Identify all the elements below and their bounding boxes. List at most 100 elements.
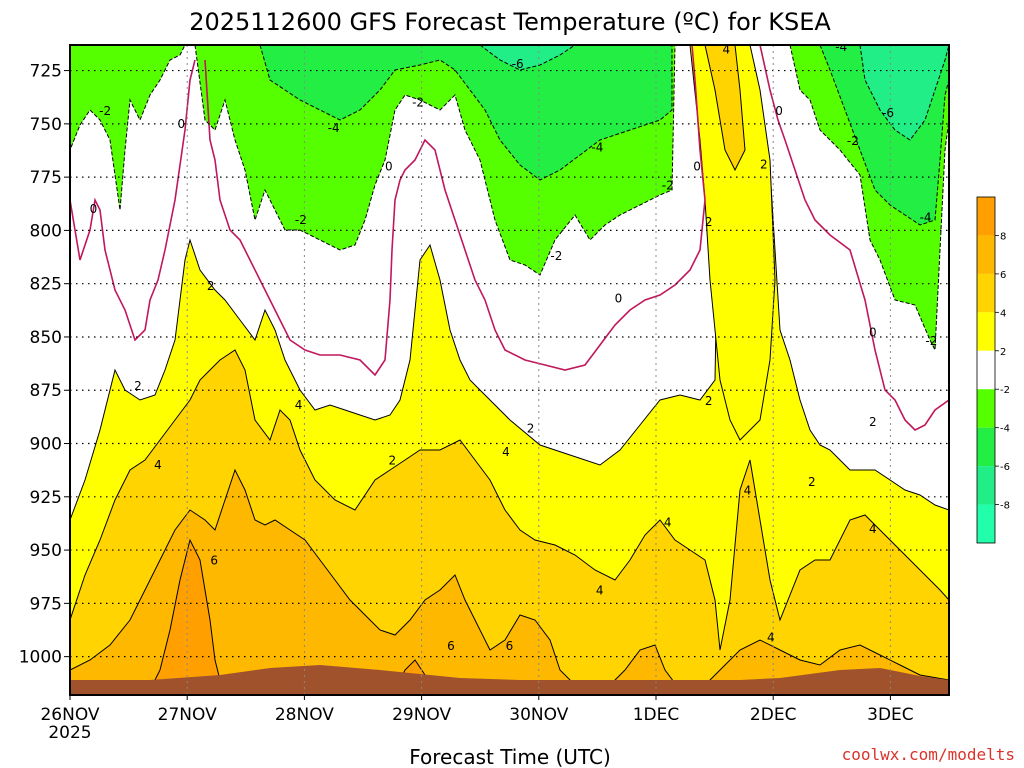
credit-text[interactable]: coolwx.com/modelts [842,745,1015,764]
svg-text:4: 4 [767,630,775,644]
colorbar-band--6--4 [977,427,995,467]
contour-label-1: 0 [90,202,98,216]
band-minus-4 [259,45,673,181]
svg-text:6: 6 [447,639,455,653]
svg-text:2: 2 [705,215,713,229]
y-tick-label-825: 825 [30,275,62,295]
contour-label-5: 4 [154,458,162,472]
plot-area: -2 0 0 2 2 4 6 4 -2 -4 0 -2 2 6 6 4 -6 -2 2 -4 4 0 -2 4 0 2 2 4 2 0 4 4… [70,42,949,695]
svg-text:0: 0 [869,326,877,340]
svg-text:2: 2 [705,394,713,408]
contour-label-34: -2 [847,134,859,148]
y-tick-label-900: 900 [30,435,62,455]
x-tick-label-27NOV: 27NOV [158,705,217,725]
colorbar-tick-label--4: -4 [1000,424,1010,435]
svg-text:0: 0 [178,117,186,131]
contour-label-40: -2 [925,334,937,348]
contour-label-33: -4 [835,45,847,54]
contour-label-23: 4 [664,515,672,529]
svg-text:2: 2 [388,454,396,468]
svg-text:4: 4 [869,522,877,536]
svg-text:0: 0 [775,104,783,118]
x-tick-label-28NOV: 28NOV [275,705,334,725]
y-tick-label-725: 725 [30,62,62,82]
colorbar-tick-label-6: 6 [1000,270,1006,281]
x-tick-label-3DEC: 3DEC [867,705,914,725]
contour-label-4: 2 [134,379,142,393]
svg-text:2: 2 [527,422,535,436]
warm-tongue-4 [704,45,746,172]
svg-text:6: 6 [210,554,218,568]
contour-label-6: 6 [210,554,218,568]
contour-label-18: 2 [527,422,535,436]
colorbar: 8 6 4 2 -2 -4 -6 -8 [976,196,1010,544]
svg-text:4: 4 [295,398,303,412]
svg-text:0: 0 [615,292,623,306]
contour-label-12: 2 [388,454,396,468]
contour-label-31: 4 [767,630,775,644]
svg-text:0: 0 [693,159,701,173]
svg-text:2: 2 [808,475,816,489]
band-6-8 [70,468,949,695]
warm-tongue [689,45,776,441]
ground-top [70,665,949,695]
contour-label-25: 2 [705,215,713,229]
y-tick-label-775: 775 [30,168,62,188]
colorbar-band-8-10 [977,197,995,236]
svg-text:4: 4 [596,584,604,598]
colorbar-band-6-8 [977,235,995,274]
contour-label-27: 4 [722,42,730,56]
svg-text:-4: -4 [328,121,340,135]
svg-text:2: 2 [869,415,877,429]
contour-label-10: 0 [385,159,393,173]
contour-label-36: 0 [869,326,877,340]
contour-label-0: -2 [99,104,111,118]
contour-label-13: 6 [447,639,455,653]
contour-label-32: 2 [808,475,816,489]
svg-text:-4: -4 [920,211,932,225]
svg-text:4: 4 [664,515,672,529]
x-tick-label-1DEC: 1DEC [633,705,680,725]
svg-text:-2: -2 [412,96,424,110]
colorbar-band--4--2 [977,389,995,428]
y-tick-label-875: 875 [30,381,62,401]
svg-text:-2: -2 [925,334,937,348]
band-minus-6 [859,45,949,141]
contour-label-19: -4 [591,140,603,154]
band-minus-2 [70,45,186,211]
colorbar-tick-label--8: -8 [1000,501,1010,512]
contour-label-39: -4 [920,211,932,225]
y-tick-label-950: 950 [30,541,62,561]
svg-text:0: 0 [90,202,98,216]
contour-label-17: -2 [550,249,562,263]
x-tick-sublabel: 2025 [48,723,91,743]
y-tick-label-750: 750 [30,115,62,135]
contour-label-8: -2 [295,213,307,227]
y-tick-label-850: 850 [30,328,62,348]
svg-text:6: 6 [506,639,514,653]
y-tick-label-1000: 1000 [19,648,62,668]
y-tick-label-800: 800 [30,221,62,241]
svg-text:-2: -2 [99,104,111,118]
contour-label-24: 0 [693,159,701,173]
colorbar-tick-label-4: 4 [1000,308,1006,319]
contour-label-28: 2 [760,157,768,171]
contour-label-16: -6 [512,57,524,71]
svg-text:4: 4 [154,458,162,472]
contour-label-26: 2 [705,394,713,408]
svg-text:2: 2 [207,279,215,293]
contour-label-20: 4 [596,584,604,598]
colorbar-band--8--6 [977,466,995,505]
svg-text:4: 4 [744,483,752,497]
band-minus-6-b [479,45,576,71]
x-tick-label-26NOV: 26NOV [40,705,99,725]
contour-label-22: -2 [662,179,674,193]
contour-label-37: 2 [869,415,877,429]
x-tick-label-30NOV: 30NOV [509,705,568,725]
y-tick-label-975: 975 [30,594,62,614]
svg-text:-6: -6 [512,57,524,71]
svg-text:4: 4 [722,42,730,56]
colorbar-band-2-4 [977,312,995,351]
